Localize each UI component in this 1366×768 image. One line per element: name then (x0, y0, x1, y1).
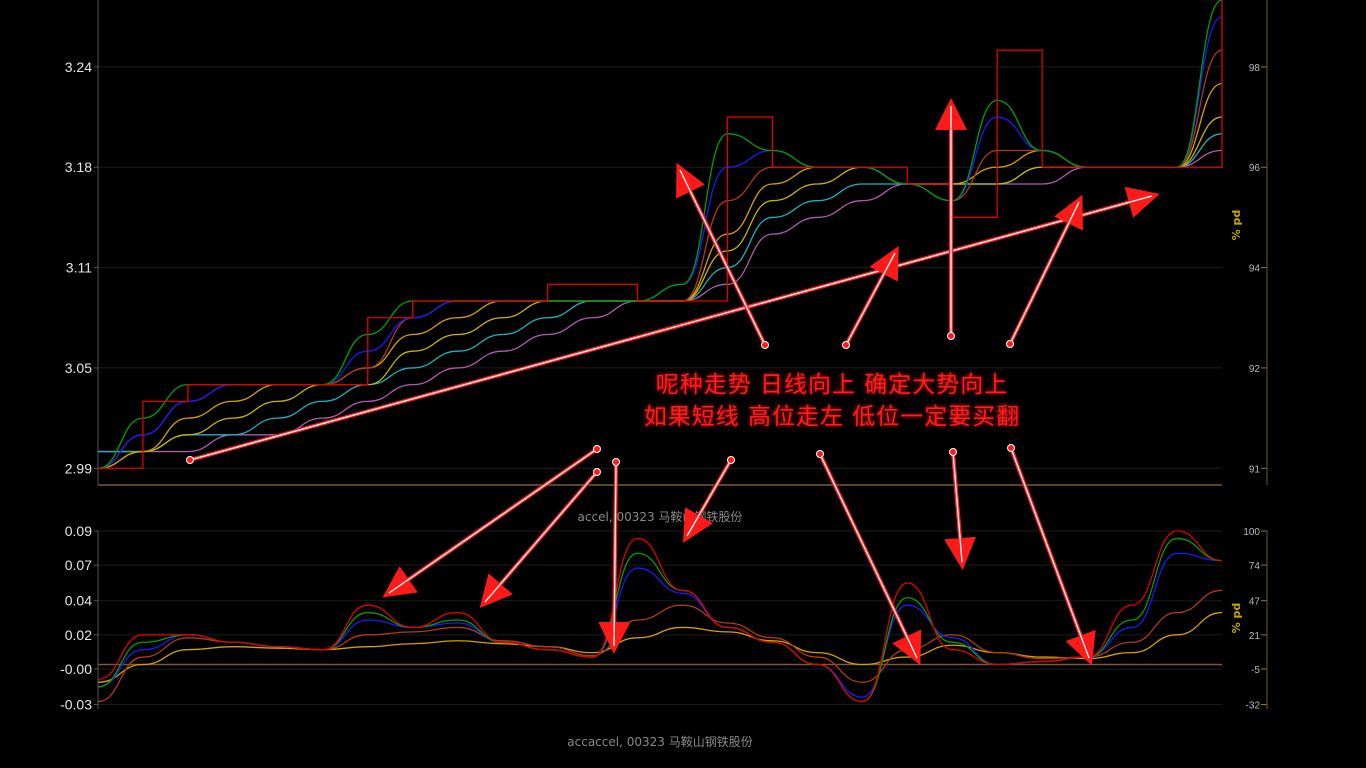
accel-series-group (97, 530, 1223, 703)
price-left-tick-label: 3.05 (65, 360, 92, 376)
accel-right-tick-label: 74 (1249, 561, 1261, 572)
arrow-tail-dot-3 (947, 332, 955, 340)
accel-left-tick-label: 0.02 (65, 627, 92, 643)
arrow-inner-7 (613, 461, 617, 647)
accel-series-line-4 (97, 611, 1223, 683)
arrow-tail-dot-11 (1007, 444, 1015, 452)
accel-panel: 0.09 0.07 0.04 0.02 -0.00 -0.03 100 74 47 21 -5 -32… (60, 523, 1268, 713)
accel-left-tick-label: 0.07 (65, 557, 92, 573)
top-panel-caption: accel, 00323 马鞍山钢铁股份 (578, 509, 743, 524)
accel-right-tick-label: 21 (1249, 631, 1261, 642)
price-left-tick-label: 3.11 (66, 260, 92, 276)
arrow-tail-dot-7 (612, 458, 620, 466)
price-right-unit: % pd (1230, 210, 1243, 241)
accel-left-tick-label: 0.04 (65, 593, 92, 609)
accel-left-tick-label: -0.03 (60, 697, 92, 713)
arrow-inner-1 (679, 169, 766, 346)
bottom-panel-caption: accaccel, 00323 马鞍山钢铁股份 (567, 734, 752, 749)
arrow-inner-6 (484, 471, 598, 603)
price-right-tick-label: 98 (1249, 63, 1261, 74)
arrow-tail-dot-10 (949, 448, 957, 456)
annotation-line-2: 如果短线 高位走左 低位一定要买翻 (644, 404, 1021, 430)
price-series-group (97, 0, 1223, 469)
accel-right-tick-label: -32 (1246, 701, 1261, 712)
arrow-inner-2 (845, 252, 896, 346)
arrow-tail-dot-5 (593, 445, 601, 453)
arrow-tail-dot-0 (186, 456, 194, 464)
accel-series-line-0 (97, 530, 1223, 703)
arrow-tail-dot-8 (727, 456, 735, 464)
arrow-inner-10 (952, 451, 963, 563)
accel-right-unit: % pd (1230, 603, 1243, 634)
arrow-inner-4 (1009, 201, 1080, 345)
arrow-tail-dot-4 (1006, 340, 1014, 348)
price-right-tick-label: 91 (1249, 464, 1261, 475)
accel-right-tick-label: 47 (1249, 597, 1261, 608)
arrow-inner-0 (189, 195, 1153, 461)
arrow-inner-5 (388, 448, 598, 594)
accel-left-tick-label: 0.09 (65, 523, 92, 539)
arrow-tail-dot-2 (842, 341, 850, 349)
price-series-line-0 (98, 0, 1223, 469)
arrow-inner-8 (686, 459, 732, 537)
price-series-line-1 (97, 0, 1223, 469)
arrow-tail-dot-6 (593, 468, 601, 476)
accel-right-tick-label: -5 (1251, 665, 1260, 676)
price-panel: 3.24 3.18 3.11 3.05 2.99 98 96 94 92 91 % pd (65, 0, 1268, 486)
price-series-line-2 (97, 16, 1223, 469)
annotation-arrows (186, 98, 1160, 666)
price-left-tick-label: 2.99 (65, 460, 92, 476)
price-right-tick-label: 92 (1249, 364, 1261, 375)
arrow-inner-9 (819, 453, 918, 659)
accel-left-tick-label: -0.00 (60, 661, 92, 677)
price-left-tick-label: 3.18 (65, 159, 92, 175)
annotation-line-1: 呢种走势 日线向上 确定大势向上 (656, 372, 1009, 398)
price-left-tick-label: 3.24 (65, 59, 92, 75)
accel-series-line-2 (97, 552, 1223, 698)
price-right-tick-label: 94 (1249, 264, 1261, 275)
arrow-inner-11 (1010, 447, 1090, 659)
arrow-tail-dot-1 (761, 341, 769, 349)
arrow-tail-dot-9 (816, 450, 824, 458)
price-right-tick-label: 96 (1249, 163, 1261, 174)
accel-right-tick-label: 100 (1243, 527, 1260, 538)
